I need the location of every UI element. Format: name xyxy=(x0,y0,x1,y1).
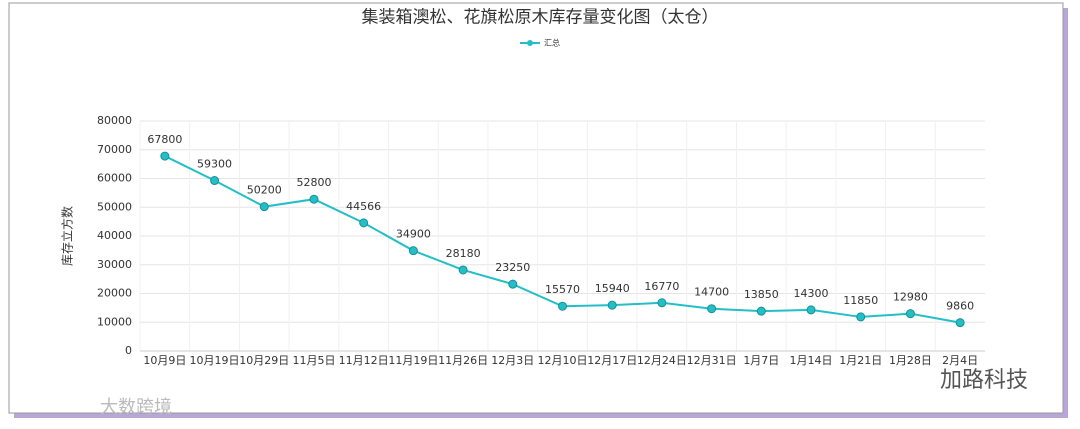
watermark: 大数跨境 xyxy=(100,397,172,418)
point xyxy=(160,151,170,161)
x-tick-label: 12月31日 xyxy=(687,354,737,367)
point xyxy=(707,304,717,314)
point xyxy=(508,279,518,289)
point xyxy=(309,194,319,204)
data-label: 11850 xyxy=(843,294,878,307)
y-tick-label: 10000 xyxy=(97,315,132,328)
point xyxy=(210,176,220,186)
data-label: 14700 xyxy=(694,286,729,299)
data-label: 59300 xyxy=(197,158,232,171)
x-tick-label: 11月12日 xyxy=(339,354,389,367)
x-tick-label: 1月7日 xyxy=(743,354,779,367)
y-axis-label: 库存立方数 xyxy=(60,206,75,266)
x-tick-label: 1月21日 xyxy=(839,354,882,367)
point xyxy=(359,218,369,228)
data-label: 28180 xyxy=(446,247,481,260)
point xyxy=(756,306,766,316)
point xyxy=(905,309,915,319)
legend-marker xyxy=(527,40,533,46)
y-tick-label: 0 xyxy=(125,344,132,357)
frame xyxy=(8,2,1064,414)
data-label: 13850 xyxy=(744,288,779,301)
data-label: 44566 xyxy=(346,200,381,213)
chart-title: 集装箱澳松、花旗松原木库存量变化图（太仓） xyxy=(362,8,719,28)
data-label: 67800 xyxy=(147,133,182,146)
point xyxy=(955,318,965,328)
data-label: 15940 xyxy=(595,282,630,295)
x-tick-label: 12月10日 xyxy=(538,354,588,367)
point xyxy=(458,265,468,275)
data-label: 52800 xyxy=(296,176,331,189)
x-tick-label: 10月9日 xyxy=(143,354,186,367)
data-label: 12980 xyxy=(893,291,928,304)
x-tick-label: 11月5日 xyxy=(292,354,335,367)
y-tick-label: 60000 xyxy=(97,172,132,185)
point xyxy=(657,298,667,308)
y-tick-label: 70000 xyxy=(97,143,132,156)
data-label: 16770 xyxy=(644,280,679,293)
x-tick-label: 11月26日 xyxy=(438,354,488,367)
x-tick-label: 12月17日 xyxy=(587,354,637,367)
x-tick-label: 12月24日 xyxy=(637,354,687,367)
x-tick-label: 1月14日 xyxy=(790,354,833,367)
point xyxy=(856,312,866,322)
watermark: 加路科技 xyxy=(940,368,1028,393)
x-tick-label: 2月4日 xyxy=(942,354,978,367)
x-tick-label: 12月3日 xyxy=(491,354,534,367)
x-tick-label: 10月19日 xyxy=(190,354,240,367)
data-label: 14300 xyxy=(794,287,829,300)
point xyxy=(408,246,418,256)
x-tick-label: 11月19日 xyxy=(388,354,438,367)
x-tick-label: 10月29日 xyxy=(239,354,289,367)
data-label: 15570 xyxy=(545,283,580,296)
data-label: 9860 xyxy=(946,300,974,313)
data-label: 34900 xyxy=(396,228,431,241)
y-tick-label: 20000 xyxy=(97,287,132,300)
point xyxy=(259,202,269,212)
y-tick-label: 80000 xyxy=(97,114,132,127)
y-tick-label: 30000 xyxy=(97,258,132,271)
point xyxy=(607,300,617,310)
x-tick-label: 1月28日 xyxy=(889,354,932,367)
data-label: 23250 xyxy=(495,261,530,274)
point xyxy=(558,301,567,311)
legend-label: 汇总 xyxy=(544,38,560,48)
y-tick-label: 50000 xyxy=(97,200,132,213)
data-label: 50200 xyxy=(247,184,282,197)
point xyxy=(806,305,816,315)
y-tick-label: 40000 xyxy=(97,229,132,242)
